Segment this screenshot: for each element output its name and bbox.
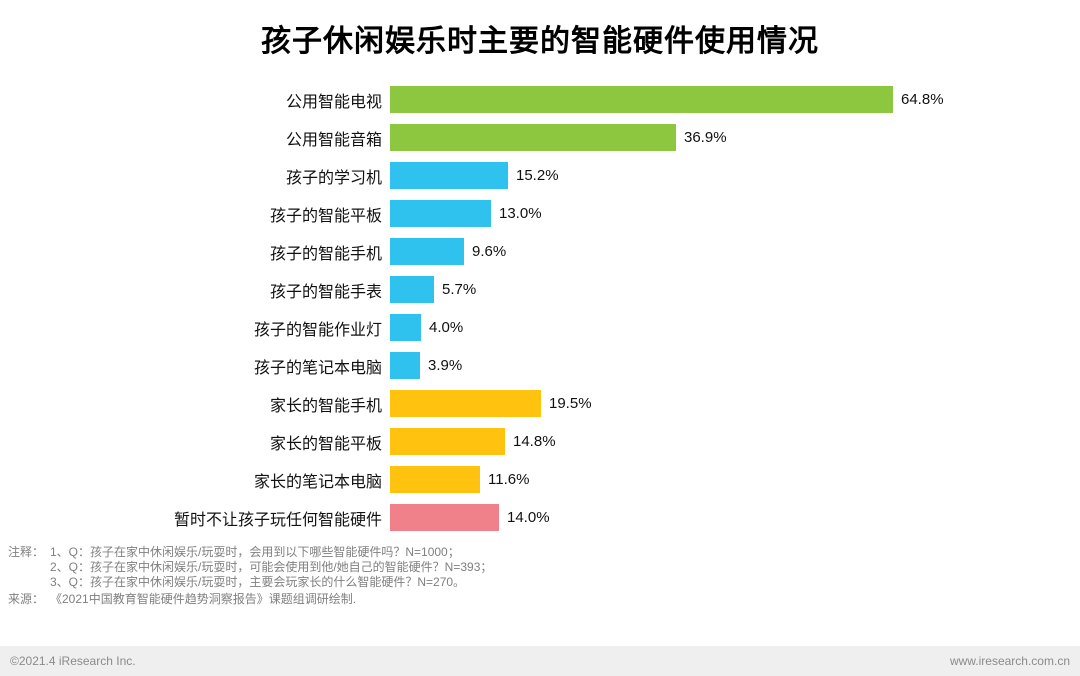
- bar: [390, 86, 893, 113]
- category-label: 家长的智能手机: [269, 397, 382, 415]
- value-label: 15.2%: [516, 167, 559, 184]
- notes-section: 注释： 1、Q：孩子在家中休闲娱乐/玩耍时，会用到以下哪些智能硬件吗？N=100…: [0, 545, 1080, 607]
- value-label: 3.9%: [428, 357, 463, 374]
- category-label: 孩子的笔记本电脑: [253, 359, 382, 377]
- chart-row: 暂时不让孩子玩任何智能硬件 14.0%: [120, 504, 1080, 531]
- category-label: 家长的笔记本电脑: [253, 473, 382, 491]
- value-label: 14.0%: [507, 509, 550, 526]
- value-label: 14.8%: [513, 433, 556, 450]
- value-label: 36.9%: [684, 129, 727, 146]
- value-label: 13.0%: [499, 205, 542, 222]
- bar: [390, 352, 420, 379]
- footer-bar: ©2021.4 iResearch Inc. www.iresearch.com…: [0, 646, 1080, 676]
- value-label: 5.7%: [442, 281, 477, 298]
- chart-row: 孩子的智能手机 9.6%: [120, 238, 1080, 265]
- chart-row: 孩子的笔记本电脑 3.9%: [120, 352, 1080, 379]
- source-block: 来源： 《2021中国教育智能硬件趋势洞察报告》课题组调研绘制.: [8, 592, 1080, 607]
- bar: [390, 238, 464, 265]
- category-label: 孩子的智能作业灯: [253, 321, 382, 339]
- category-label: 孩子的智能手表: [269, 283, 382, 301]
- note-line: 3、Q：孩子在家中休闲娱乐/玩耍时，主要会玩家长的什么智能硬件？N=270。: [50, 575, 466, 589]
- bar: [390, 314, 421, 341]
- category-label: 暂时不让孩子玩任何智能硬件: [173, 511, 382, 529]
- chart-row: 家长的智能平板 14.8%: [120, 428, 1080, 455]
- value-label: 9.6%: [472, 243, 507, 260]
- category-label: 公用智能电视: [285, 93, 382, 111]
- notes-label: 注释：: [8, 545, 45, 559]
- category-label: 孩子的智能手机: [269, 245, 382, 263]
- value-label: 4.0%: [429, 319, 464, 336]
- chart-row: 家长的智能手机 19.5%: [120, 390, 1080, 417]
- bar: [390, 124, 676, 151]
- chart-row: 孩子的学习机 15.2%: [120, 162, 1080, 189]
- source-text: 《2021中国教育智能硬件趋势洞察报告》课题组调研绘制.: [50, 592, 357, 606]
- source-label: 来源：: [8, 592, 45, 606]
- bar: [390, 162, 508, 189]
- category-label: 公用智能音箱: [285, 131, 382, 149]
- chart-row: 孩子的智能平板 13.0%: [120, 200, 1080, 227]
- chart-title: 孩子休闲娱乐时主要的智能硬件使用情况: [261, 25, 819, 58]
- bar-chart: 公用智能电视 64.8% 公用智能音箱 36.9% 孩子的学习机 15.2% 孩子的智能平板…: [0, 86, 1080, 531]
- value-label: 19.5%: [549, 395, 592, 412]
- notes-block: 注释： 1、Q：孩子在家中休闲娱乐/玩耍时，会用到以下哪些智能硬件吗？N=100…: [8, 545, 1080, 590]
- bar: [390, 504, 499, 531]
- bar: [390, 200, 491, 227]
- chart-row: 公用智能电视 64.8%: [120, 86, 1080, 113]
- copyright-text: ©2021.4 iResearch Inc.: [10, 654, 136, 668]
- bar: [390, 276, 434, 303]
- category-label: 家长的智能平板: [269, 435, 382, 453]
- category-label: 孩子的智能平板: [269, 207, 382, 225]
- website-url: www.iresearch.com.cn: [949, 654, 1070, 668]
- note-line: 2、Q：孩子在家中休闲娱乐/玩耍时，可能会使用到他/她自己的智能硬件？N=393…: [50, 560, 493, 574]
- bar: [390, 466, 480, 493]
- value-label: 11.6%: [488, 471, 530, 488]
- chart-row: 家长的笔记本电脑 11.6%: [120, 466, 1080, 493]
- chart-row: 孩子的智能手表 5.7%: [120, 276, 1080, 303]
- bar: [390, 390, 541, 417]
- note-line: 1、Q：孩子在家中休闲娱乐/玩耍时，会用到以下哪些智能硬件吗？N=1000；: [50, 545, 460, 559]
- value-label: 64.8%: [901, 91, 944, 108]
- category-label: 孩子的学习机: [285, 169, 382, 187]
- chart-row: 公用智能音箱 36.9%: [120, 124, 1080, 151]
- bar: [390, 428, 505, 455]
- chart-row: 孩子的智能作业灯 4.0%: [120, 314, 1080, 341]
- notes-lines: 1、Q：孩子在家中休闲娱乐/玩耍时，会用到以下哪些智能硬件吗？N=1000； 2…: [50, 545, 1080, 590]
